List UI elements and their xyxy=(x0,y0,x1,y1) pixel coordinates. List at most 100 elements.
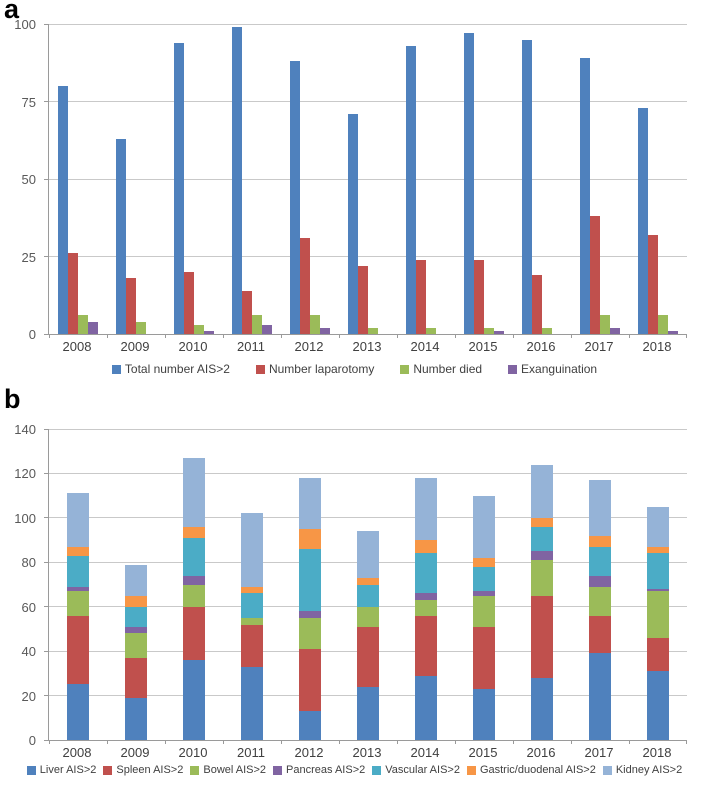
number-laparotomy-swatch-icon xyxy=(255,364,265,374)
segment-kidney-ais-2-2014 xyxy=(415,477,437,541)
segment-liver-ais-2-2008 xyxy=(67,684,89,740)
segment-bowel-ais-2-2015 xyxy=(473,595,495,627)
x-tick xyxy=(339,740,340,744)
segment-pancreas-ais-2-2009 xyxy=(125,626,147,634)
x-tick-label: 2017 xyxy=(584,339,614,354)
bar-exanguination-2012 xyxy=(320,327,330,334)
total-number-ais-2-swatch-icon xyxy=(111,364,121,374)
y-tick-label: 100 xyxy=(14,17,36,32)
x-tick-label: 2011 xyxy=(237,745,265,760)
segment-kidney-ais-2-2013 xyxy=(357,531,379,578)
segment-spleen-ais-2-2017 xyxy=(589,615,611,654)
x-tick-label: 2011 xyxy=(237,339,265,354)
segment-liver-ais-2-2010 xyxy=(183,660,205,740)
x-tick xyxy=(397,334,398,338)
bar-number-laparotomy-2009 xyxy=(126,278,136,334)
gridline xyxy=(49,517,687,519)
stacked-column-2015 xyxy=(473,429,495,740)
segment-vascular-ais-2-2011 xyxy=(241,593,263,618)
legend-item-label: Number laparotomy xyxy=(268,362,375,376)
legend-item: Gastric/duodenal AIS>2 xyxy=(466,764,596,776)
segment-pancreas-ais-2-2016 xyxy=(531,551,553,561)
x-tick-label: 2009 xyxy=(120,339,150,354)
x-tick xyxy=(49,740,50,744)
segment-vascular-ais-2-2014 xyxy=(415,553,437,594)
segment-pancreas-ais-2-2010 xyxy=(183,575,205,585)
segment-spleen-ais-2-2011 xyxy=(241,624,263,667)
bar-number-died-2017 xyxy=(600,315,610,334)
y-tick xyxy=(44,561,49,563)
bar-exanguination-2008 xyxy=(88,321,98,334)
gridline xyxy=(49,101,687,102)
gridline xyxy=(49,178,687,180)
segment-pancreas-ais-2-2012 xyxy=(299,611,321,618)
number-died-swatch-icon xyxy=(400,364,410,374)
segment-vascular-ais-2-2008 xyxy=(67,555,89,587)
x-tick xyxy=(49,334,50,338)
gridline xyxy=(49,23,687,25)
segment-bowel-ais-2-2014 xyxy=(415,600,437,616)
plot-area xyxy=(44,428,687,744)
segment-spleen-ais-2-2016 xyxy=(531,595,553,678)
stacked-column-2011 xyxy=(241,429,263,740)
bar-total-number-ais-2-2010 xyxy=(174,42,184,334)
bar-number-died-2008 xyxy=(78,315,88,334)
legend-item: Pancreas AIS>2 xyxy=(273,764,365,776)
segment-bowel-ais-2-2008 xyxy=(67,591,89,616)
segment-spleen-ais-2-2015 xyxy=(473,626,495,689)
segment-gastric-duodenal-ais-2-2010 xyxy=(183,526,205,538)
segment-kidney-ais-2-2018 xyxy=(647,506,669,547)
segment-vascular-ais-2-2017 xyxy=(589,546,611,576)
segment-spleen-ais-2-2013 xyxy=(357,626,379,687)
x-tick xyxy=(686,740,687,744)
legend-item-label: Bowel AIS>2 xyxy=(203,764,267,776)
bar-group xyxy=(580,58,620,334)
exanguination-swatch-icon xyxy=(508,364,518,374)
legend: Liver AIS>2 Spleen AIS>2 Bowel AIS>2 Pancre… xyxy=(0,764,709,776)
x-tick xyxy=(455,740,456,744)
segment-liver-ais-2-2009 xyxy=(125,697,147,740)
y-tick xyxy=(44,695,49,697)
legend-item: Liver AIS>2 xyxy=(26,764,96,776)
x-tick xyxy=(223,334,224,338)
segment-pancreas-ais-2-2015 xyxy=(473,591,495,596)
bar-total-number-ais-2-2009 xyxy=(116,138,126,334)
panel-a-label: a xyxy=(4,0,20,24)
bar-number-laparotomy-2008 xyxy=(68,253,78,334)
stacked-column-2017 xyxy=(589,429,611,740)
segment-gastric-duodenal-ais-2-2016 xyxy=(531,517,553,527)
segment-spleen-ais-2-2008 xyxy=(67,615,89,685)
bar-total-number-ais-2-2015 xyxy=(464,33,474,334)
bar-total-number-ais-2-2008 xyxy=(58,86,68,334)
legend-item-label: Vascular AIS>2 xyxy=(385,764,460,776)
segment-gastric-duodenal-ais-2-2015 xyxy=(473,557,495,567)
bowel-ais-2-swatch-icon xyxy=(190,765,200,775)
y-tick xyxy=(44,23,49,25)
y-tick-label: 0 xyxy=(28,733,36,748)
legend-item-label: Total number AIS>2 xyxy=(124,362,230,376)
x-tick-label: 2013 xyxy=(352,745,382,760)
x-tick-label: 2016 xyxy=(526,745,556,760)
segment-pancreas-ais-2-2008 xyxy=(67,586,89,592)
y-tick xyxy=(44,178,49,180)
legend: Total number AIS>2 Number laparotomy Numbe… xyxy=(0,362,709,376)
stacked-column-2018 xyxy=(647,429,669,740)
bar-number-died-2015 xyxy=(484,327,494,334)
segment-vascular-ais-2-2009 xyxy=(125,606,147,627)
kidney-ais-2-swatch-icon xyxy=(602,765,612,775)
x-tick xyxy=(455,334,456,338)
segment-liver-ais-2-2012 xyxy=(299,711,321,740)
segment-bowel-ais-2-2017 xyxy=(589,586,611,616)
segment-bowel-ais-2-2018 xyxy=(647,591,669,638)
y-tick-label: 0 xyxy=(28,327,36,342)
bar-group xyxy=(290,61,330,334)
segment-gastric-duodenal-ais-2-2012 xyxy=(299,529,321,549)
x-tick xyxy=(281,740,282,744)
bar-number-laparotomy-2016 xyxy=(532,275,542,334)
x-tick-label: 2008 xyxy=(62,745,92,760)
bar-number-laparotomy-2013 xyxy=(358,265,368,334)
segment-kidney-ais-2-2012 xyxy=(299,477,321,530)
y-tick-label: 25 xyxy=(21,249,36,265)
x-tick xyxy=(223,740,224,744)
x-axis: 2008 2009 2010 2011 2012 2013 2014 2015 2016 2017… xyxy=(48,339,686,355)
